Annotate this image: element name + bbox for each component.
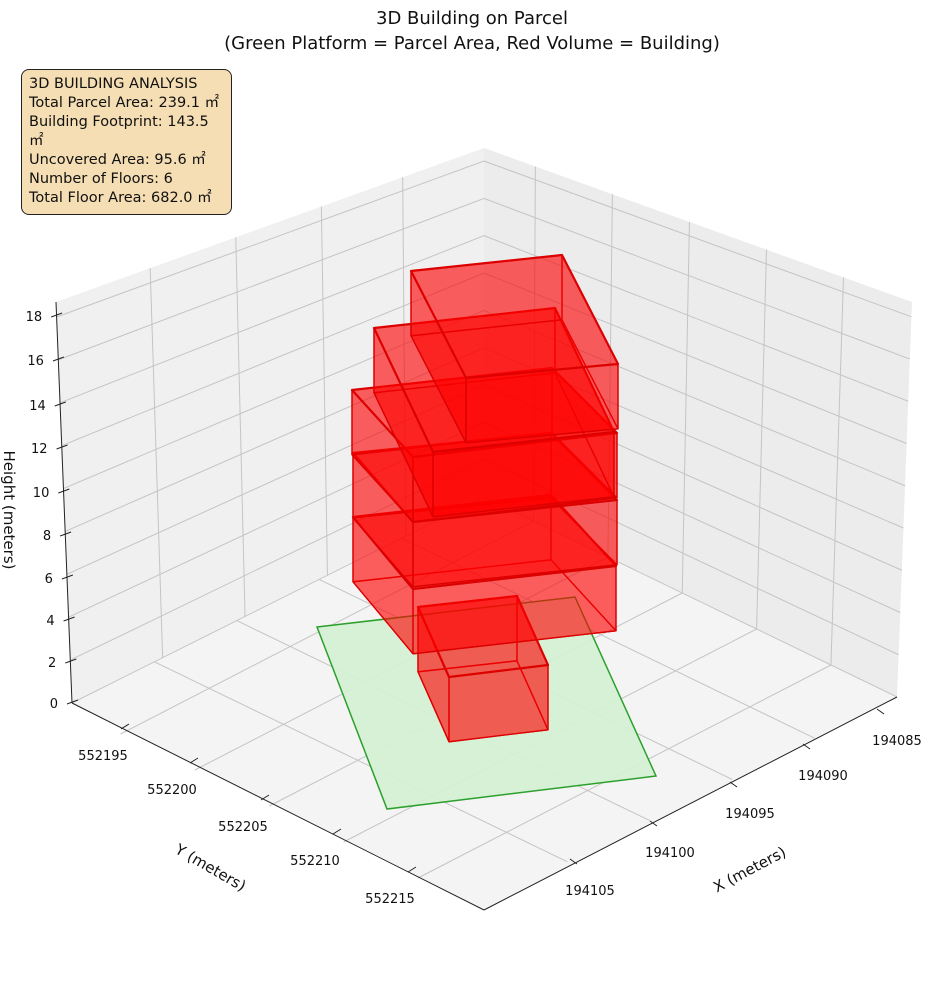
x-tick-label: 194105 (565, 884, 615, 899)
y-tick (189, 757, 199, 764)
y-gridline (149, 268, 164, 658)
x-tick (729, 781, 738, 788)
floor-2-top-face (351, 493, 618, 591)
z-gridline (59, 235, 909, 404)
x-gridline (533, 166, 536, 522)
y-tick (260, 794, 270, 801)
x-tick (569, 858, 578, 865)
z-gridline (58, 197, 911, 361)
z-tick-label: 6 (45, 572, 53, 587)
info-footprint: Building Footprint: 143.5 ㎡ (29, 114, 209, 149)
z-gridline (68, 421, 901, 618)
floor-5-top-face (372, 306, 616, 454)
info-heading: 3D BUILDING ANALYSIS (29, 76, 198, 92)
x-tick (649, 820, 658, 827)
z-tick-label: 14 (29, 399, 46, 414)
info-parcel-area: Total Parcel Area: 239.1 ㎡ (29, 95, 220, 111)
z-tick-label: 18 (26, 310, 43, 325)
z-gridline (70, 459, 899, 661)
x-gridline (681, 221, 690, 594)
z-gridline (64, 347, 904, 532)
z-tick-label: 0 (50, 697, 58, 712)
z-tick (61, 574, 74, 580)
y-axis-line (71, 702, 485, 911)
z-axis-line (55, 301, 73, 704)
x-gridline (756, 249, 767, 630)
z-tick (59, 531, 72, 537)
z-gridline (71, 496, 898, 704)
z-tick (65, 658, 77, 664)
y-gridline (402, 177, 407, 537)
y-gridline (235, 237, 246, 617)
parcel-platform (315, 596, 658, 810)
x-tick (876, 708, 885, 715)
z-tick-label: 12 (31, 442, 48, 457)
y-tick (332, 828, 342, 835)
floor-6-top-face (409, 253, 620, 380)
z-tick-label: 10 (33, 486, 50, 501)
y-tick (407, 866, 417, 873)
title-line: 3D Building on Parcel (376, 8, 568, 29)
subtitle-line: (Green Platform = Parcel Area, Red Volum… (224, 33, 720, 54)
info-floor-area: Total Floor Area: 682.0 ㎡ (29, 190, 212, 206)
z-tick (56, 444, 68, 450)
z-tick-label: 4 (46, 614, 54, 629)
x-tick-label: 194085 (872, 734, 922, 749)
z-tick (58, 488, 70, 494)
y-tick-label: 552205 (218, 820, 268, 835)
info-uncovered: Uncovered Area: 95.6 ㎡ (29, 152, 206, 168)
info-floors: Number of Floors: 6 (29, 171, 173, 187)
right-pane (484, 148, 912, 697)
x-tick-label: 194095 (725, 807, 775, 822)
z-gridline (56, 160, 912, 318)
x-gridline (607, 194, 613, 558)
floor-gridline (154, 661, 568, 863)
chart-title: 3D Building on Parcel (Green Platform = … (0, 6, 944, 56)
floor-1-side-face (448, 664, 549, 743)
z-axis-label: Height (meters) (0, 451, 18, 570)
z-tick (63, 616, 75, 622)
x-tick-label: 194090 (798, 769, 848, 784)
analysis-info-box: 3D BUILDING ANALYSIS Total Parcel Area: … (21, 69, 232, 215)
z-tick (52, 356, 65, 362)
y-gridline (320, 206, 328, 576)
left-pane (56, 148, 484, 703)
z-tick-label: 16 (27, 354, 44, 369)
z-tick (66, 699, 79, 705)
z-gridline (66, 384, 903, 575)
y-tick (120, 723, 130, 730)
z-gridline (63, 309, 906, 490)
floor-gridline (401, 537, 815, 739)
x-axis-line (483, 696, 898, 911)
z-tick (54, 401, 66, 407)
x-axis-label: X (meters) (710, 843, 789, 896)
floor-1-top-face (416, 594, 550, 679)
y-tick-label: 552215 (365, 892, 415, 907)
y-tick-label: 552200 (147, 783, 197, 798)
x-gridline (830, 277, 845, 666)
x-tick (802, 743, 811, 750)
z-tick (50, 312, 63, 318)
z-gridline (61, 272, 907, 447)
z-tick-label: 2 (48, 656, 56, 671)
z-tick-label: 8 (43, 529, 51, 544)
x-tick-label: 194100 (645, 846, 695, 861)
y-axis-label: Y (meters) (171, 840, 249, 895)
y-tick-label: 552195 (78, 749, 128, 764)
y-tick-label: 552210 (290, 854, 340, 869)
